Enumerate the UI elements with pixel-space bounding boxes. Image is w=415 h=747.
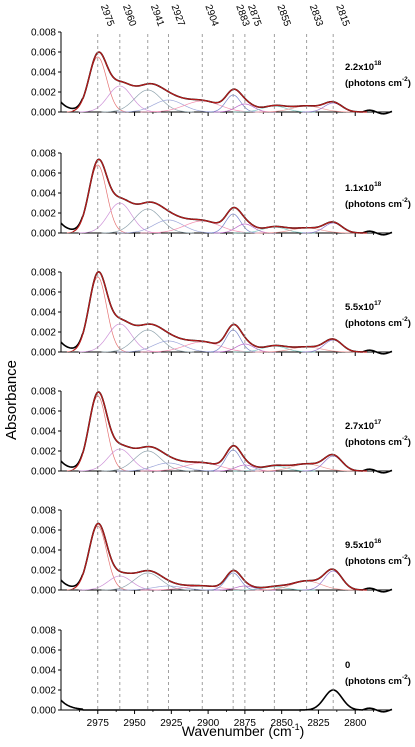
- y-tick-label: 0.008: [31, 387, 56, 398]
- dose-label: 2.7x1017: [345, 419, 382, 432]
- x-axis-label-tail: ): [300, 723, 305, 739]
- x-tick-label-2850: 2850: [271, 718, 294, 729]
- x-axis-label: Wavenumber (cm-1): [182, 722, 305, 739]
- peak-label-2960: 2960: [120, 3, 138, 28]
- y-tick-label: 0.006: [31, 288, 56, 299]
- component-peak-2883: [207, 572, 259, 591]
- dose-label: 9.5x1016: [345, 538, 382, 551]
- dose-unit-label: (photons cm-2): [345, 554, 411, 567]
- y-axis-label: Absorbance: [3, 360, 20, 440]
- y-tick-label: 0.008: [31, 626, 56, 637]
- component-peak-2875: [214, 103, 276, 113]
- x-tick-label-2975: 2975: [87, 718, 110, 729]
- fit-curve: [72, 522, 367, 591]
- peak-label-2927: 2927: [169, 3, 187, 28]
- peak-label-2941: 2941: [148, 3, 166, 28]
- x-axis-label-main: Wavenumber (cm: [182, 723, 292, 739]
- data-curve: [60, 689, 393, 713]
- dose-unit-label: (photons cm-2): [345, 197, 411, 210]
- y-tick-label: 0.006: [31, 526, 56, 537]
- dose-unit-label: (photons cm-2): [345, 76, 411, 89]
- y-tick-label: 0.000: [31, 706, 56, 717]
- peak-label-2815: 2815: [333, 3, 351, 28]
- y-tick-label: 0.002: [31, 447, 56, 458]
- peak-label-2975: 2975: [98, 3, 116, 28]
- fit-curve: [72, 51, 367, 113]
- peak-label-2904: 2904: [202, 3, 220, 28]
- data-curve: [60, 51, 393, 115]
- y-tick-label: 0.004: [31, 68, 56, 79]
- x-axis-label-sup: -1: [292, 722, 300, 732]
- x-tick-label-2875: 2875: [234, 718, 257, 729]
- panels: 0.000 0.002 0.004 0.006 0.008 2.2x1018 (photon…: [31, 28, 411, 717]
- y-tick-label: 0.002: [31, 88, 56, 99]
- y-tick-label: 0.004: [31, 427, 56, 438]
- y-tick-label: 0.002: [31, 209, 56, 220]
- y-tick-label: 0.002: [31, 686, 56, 697]
- fit-curve: [72, 271, 367, 353]
- x-tick-label-2900: 2900: [197, 718, 220, 729]
- y-tick-label: 0.004: [31, 189, 56, 200]
- data-curve: [60, 391, 393, 474]
- y-tick-label: 0.008: [31, 149, 56, 160]
- y-tick-label: 0.004: [31, 308, 56, 319]
- fit-curve: [72, 158, 367, 234]
- dose-unit-label: (photons cm-2): [345, 435, 411, 448]
- x-tick-label-2950: 2950: [123, 718, 146, 729]
- y-tick-label: 0.004: [31, 666, 56, 677]
- y-tick-label: 0.006: [31, 169, 56, 180]
- y-tick-label: 0.008: [31, 506, 56, 517]
- dose-label: 1.1x1018: [345, 181, 382, 194]
- component-peak-2875: [214, 343, 276, 353]
- y-tick-label: 0.004: [31, 546, 56, 557]
- dose-unit-label: (photons cm-2): [345, 316, 411, 329]
- x-axis: 2975 2950 2925 2900 2875 2850 2825 2800: [87, 718, 367, 729]
- y-tick-label: 0.000: [31, 229, 56, 240]
- panel-1: 0.000 0.002 0.004 0.006 0.008 2.2x1018 (photon…: [31, 28, 411, 119]
- y-tick-label: 0.006: [31, 407, 56, 418]
- y-tick-label: 0.006: [31, 646, 56, 657]
- peak-label-2855: 2855: [274, 3, 292, 28]
- data-curve: [60, 270, 393, 355]
- y-tick-label: 0.000: [31, 108, 56, 119]
- x-tick-label-2825: 2825: [307, 718, 330, 729]
- dose-label: 2.2x1018: [345, 60, 382, 73]
- panel-5: 0.000 0.002 0.004 0.006 0.008 9.5x1016 (photon…: [31, 506, 411, 597]
- y-tick-label: 0.000: [31, 348, 56, 359]
- peak-guide-lines: [97, 34, 334, 710]
- y-tick-label: 0.000: [31, 467, 56, 478]
- dose-unit-label: (photons cm-2): [345, 674, 411, 687]
- fit-curve: [72, 391, 367, 472]
- y-tick-label: 0.002: [31, 566, 56, 577]
- component-peak-2875: [213, 223, 276, 234]
- component-peak-2960: [78, 85, 162, 113]
- peak-label-2833: 2833: [307, 3, 325, 28]
- panel-3: 0.000 0.002 0.004 0.006 0.008 5.5x1017 (photon…: [31, 268, 411, 359]
- y-tick-label: 0.008: [31, 28, 56, 39]
- panel-4: 0.000 0.002 0.004 0.006 0.008 2.7x1017 (photon…: [31, 387, 411, 478]
- panel-6: 0.000 0.002 0.004 0.006 0.008 0 (photons cm-2): [31, 626, 411, 717]
- component-peak-2941: [101, 572, 195, 591]
- dose-label: 5.5x1017: [345, 300, 382, 313]
- dose-label: 0: [345, 660, 350, 671]
- y-tick-label: 0.006: [31, 48, 56, 59]
- y-tick-label: 0.002: [31, 328, 56, 339]
- panel-2: 0.000 0.002 0.004 0.006 0.008 1.1x1018 (photon…: [31, 149, 411, 240]
- data-curve: [60, 158, 393, 236]
- x-tick-label-2925: 2925: [160, 718, 183, 729]
- y-tick-label: 0.000: [31, 586, 56, 597]
- x-tick-label-2800: 2800: [344, 718, 367, 729]
- y-tick-label: 0.008: [31, 268, 56, 279]
